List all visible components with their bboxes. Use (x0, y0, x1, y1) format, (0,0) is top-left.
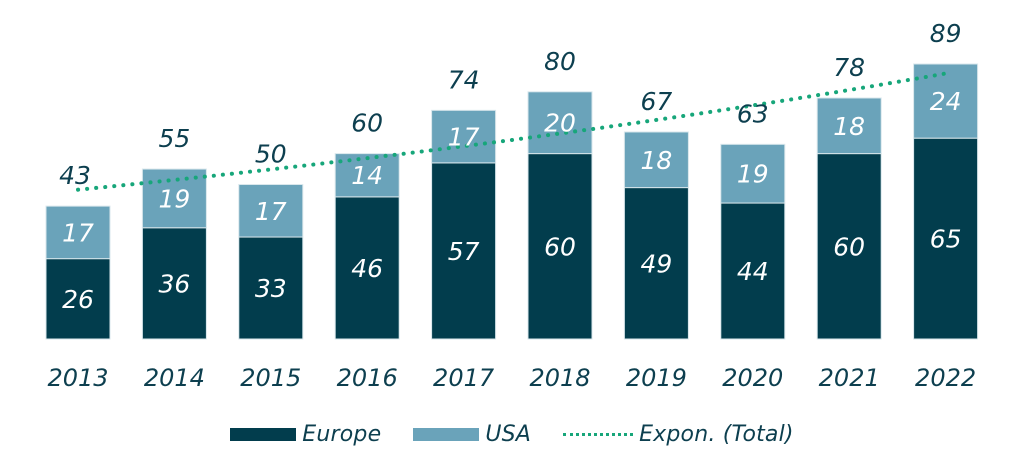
total-label-2017: 74 (448, 65, 480, 94)
bar-usa-2017 (431, 109, 497, 164)
data-label-europe-2014: 36 (158, 269, 190, 298)
data-label-europe-2020: 44 (737, 257, 769, 286)
bars-group (45, 63, 979, 340)
x-tick-label-2021: 2021 (819, 364, 880, 392)
data-label-usa-2015: 17 (255, 197, 287, 226)
data-label-europe-2019: 49 (640, 249, 672, 278)
legend-swatch-trend (563, 432, 634, 436)
data-label-europe-2018: 60 (544, 232, 576, 261)
bar-europe-2017 (431, 162, 497, 340)
data-label-usa-2016: 14 (351, 161, 383, 190)
labels-group: 26 17 43 2013 36 19 55 2014 33 17 50 2015 46 14 60 2016… (47, 19, 976, 392)
x-tick-label-2013: 2013 (47, 364, 108, 392)
bar-usa-2021 (816, 97, 882, 155)
legend-swatch-usa (413, 427, 480, 441)
trendline-group (76, 71, 948, 192)
x-tick-label-2017: 2017 (433, 364, 495, 392)
data-label-usa-2019: 18 (640, 146, 672, 175)
x-tick-label-2022: 2022 (915, 364, 976, 392)
total-label-2013: 43 (59, 161, 91, 190)
legend-item-usa: USA (413, 422, 531, 447)
legend-label-usa: USA (485, 421, 532, 447)
data-label-europe-2013: 26 (62, 285, 94, 314)
total-label-2016: 60 (351, 109, 383, 138)
data-label-usa-2022: 24 (930, 87, 962, 116)
bar-usa-2015 (238, 184, 304, 238)
legend-item-trend: Expon. (Total) (563, 422, 794, 447)
legend-swatch-europe (230, 427, 297, 441)
bar-europe-2019 (623, 187, 689, 340)
bar-europe-2022 (913, 137, 979, 340)
bar-usa-2016 (334, 153, 400, 198)
data-label-usa-2018: 20 (544, 109, 576, 138)
total-label-2015: 50 (255, 140, 287, 169)
legend-item-europe: Europe (230, 422, 381, 447)
bar-europe-2018 (527, 153, 593, 340)
legend-label-trend: Expon. (Total) (639, 421, 794, 447)
bar-europe-2016 (334, 196, 400, 340)
total-label-2020: 63 (737, 99, 769, 128)
bar-usa-2020 (720, 143, 786, 204)
bar-europe-2015 (238, 236, 304, 340)
x-tick-label-2019: 2019 (626, 364, 687, 392)
bar-europe-2013 (45, 258, 111, 340)
bar-usa-2013 (45, 205, 111, 260)
data-label-usa-2017: 17 (448, 123, 480, 152)
trendline-expon-total (76, 71, 948, 192)
bar-europe-2021 (816, 153, 882, 340)
total-label-2014: 55 (158, 124, 190, 153)
data-label-usa-2014: 19 (158, 184, 190, 213)
data-label-europe-2016: 46 (351, 254, 383, 283)
data-label-europe-2022: 65 (930, 225, 962, 254)
total-label-2022: 89 (930, 19, 962, 48)
total-label-2021: 78 (833, 53, 865, 82)
total-label-2019: 67 (640, 87, 672, 116)
x-tick-label-2015: 2015 (240, 364, 301, 392)
x-tick-label-2014: 2014 (144, 364, 205, 392)
data-label-europe-2017: 57 (448, 237, 480, 266)
bar-europe-2020 (720, 202, 786, 340)
legend-label-europe: Europe (302, 421, 382, 447)
legend: Europe USA Expon. (Total) (0, 419, 1024, 449)
data-label-usa-2020: 19 (737, 160, 769, 189)
total-label-2018: 80 (544, 47, 576, 76)
data-label-usa-2021: 18 (833, 112, 865, 141)
data-label-europe-2021: 60 (833, 232, 865, 261)
data-label-usa-2013: 17 (62, 218, 94, 247)
x-tick-label-2018: 2018 (529, 364, 590, 392)
bar-usa-2019 (623, 131, 689, 189)
data-label-europe-2015: 33 (255, 274, 287, 303)
x-tick-label-2020: 2020 (722, 364, 783, 392)
x-tick-label-2016: 2016 (337, 364, 398, 392)
bar-usa-2018 (527, 91, 593, 155)
